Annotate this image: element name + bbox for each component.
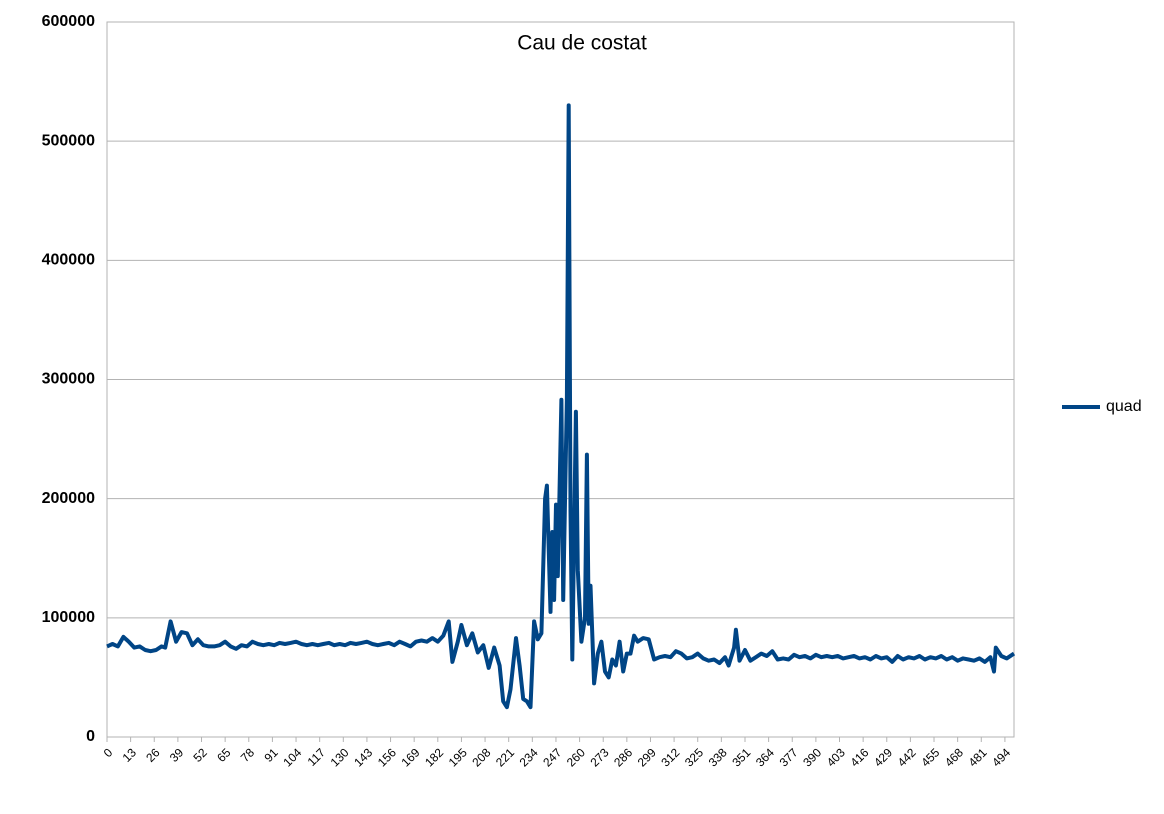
- x-tick-label: 0: [101, 745, 116, 760]
- x-tick-label: 416: [847, 745, 871, 769]
- x-tick-label: 91: [261, 745, 281, 765]
- x-tick-label: 247: [540, 745, 564, 769]
- x-tick-label: 195: [446, 745, 470, 769]
- x-tick-label: 78: [238, 745, 258, 765]
- y-tick-label: 0: [86, 728, 95, 745]
- x-tick-label: 156: [375, 745, 399, 769]
- x-tick-label: 377: [777, 745, 801, 769]
- y-tick-label: 300000: [42, 371, 95, 388]
- plot-frame: [106, 21, 1015, 738]
- x-tick-label: 481: [966, 745, 990, 769]
- y-tick-label: 200000: [42, 490, 95, 507]
- x-tick-label: 130: [328, 745, 352, 769]
- y-tick-label: 100000: [42, 609, 95, 626]
- y-tick-label: 500000: [42, 132, 95, 149]
- x-tick-label: 390: [800, 745, 824, 769]
- x-tick-label: 65: [214, 745, 234, 765]
- x-tick-label: 26: [143, 745, 163, 765]
- x-tick-label: 182: [422, 745, 446, 769]
- x-tick-label: 169: [398, 745, 422, 769]
- x-tick-label: 221: [493, 745, 517, 769]
- x-tick-label: 286: [611, 745, 635, 769]
- x-tick-label: 325: [682, 745, 706, 769]
- y-tick-label: 600000: [42, 13, 95, 30]
- x-tick-label: 273: [588, 745, 612, 769]
- x-tick-label: 403: [824, 745, 848, 769]
- x-tick-label: 429: [871, 745, 895, 769]
- x-tick-label: 312: [658, 745, 682, 769]
- x-tick-label: 468: [942, 745, 966, 769]
- x-tick-label: 299: [635, 745, 659, 769]
- x-tick-label: 104: [280, 745, 304, 769]
- x-tick-label: 364: [753, 745, 777, 769]
- x-tick-label: 13: [120, 745, 140, 765]
- y-tick-label: 400000: [42, 252, 95, 269]
- x-tick-label: 338: [706, 745, 730, 769]
- x-tick-label: 494: [989, 745, 1013, 769]
- chart-title: Cau de costat: [517, 32, 647, 55]
- x-tick-label: 260: [564, 745, 588, 769]
- x-tick-label: 117: [305, 745, 329, 769]
- x-tick-label: 455: [918, 745, 942, 769]
- data-line: [106, 103, 1016, 710]
- x-tick-label: 442: [895, 745, 919, 769]
- x-tick-label: 39: [167, 745, 187, 765]
- x-tick-label: 234: [517, 745, 541, 769]
- x-tick-label: 143: [351, 745, 375, 769]
- x-tick-label: 52: [191, 745, 211, 765]
- legend-label: quad: [1106, 398, 1142, 415]
- x-tick-label: 351: [729, 745, 753, 769]
- x-tick-label: 208: [469, 745, 493, 769]
